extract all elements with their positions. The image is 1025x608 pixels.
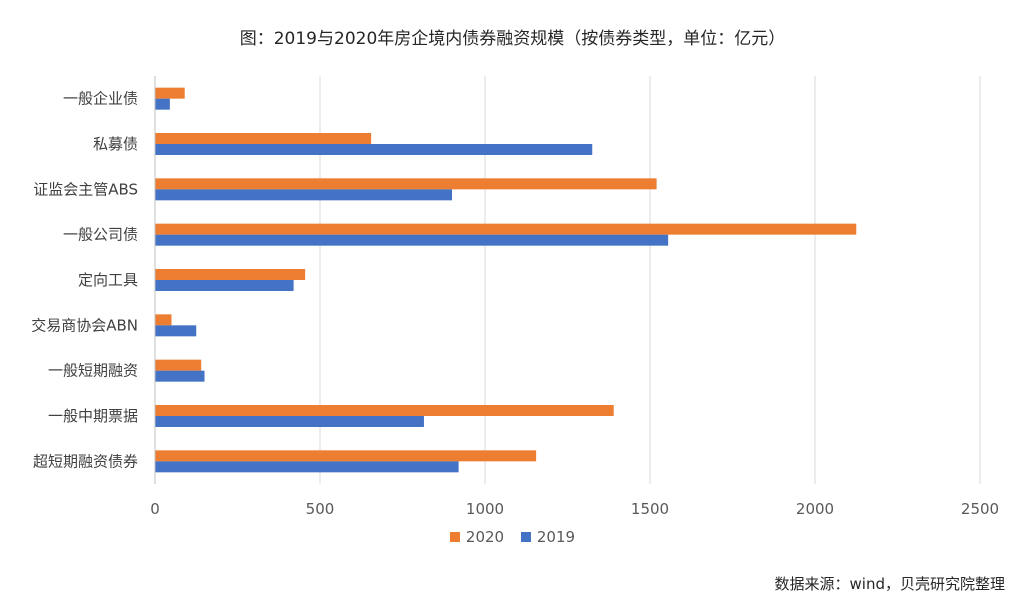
legend-label-2020: 2020: [465, 528, 505, 546]
bar-2020-3: [155, 223, 857, 235]
y-category-label-6: 一般短期融资: [48, 362, 138, 380]
x-tick-label-5: 2500: [961, 500, 999, 518]
bar-2020-5: [155, 314, 172, 326]
legend-swatch-2019: [520, 532, 531, 542]
bar-2020-8: [155, 450, 537, 462]
bar-2020-1: [155, 133, 372, 144]
bar-2019-8: [155, 461, 459, 473]
x-tick-label-0: 0: [150, 500, 160, 518]
bar-2020-7: [155, 405, 614, 416]
y-category-label-1: 私募债: [93, 135, 138, 153]
chart-title: 图：2019与2020年房企境内债券融资规模（按债券类型，单位：亿元）: [239, 29, 786, 49]
bar-2019-0: [155, 98, 170, 110]
y-category-label-0: 一般企业债: [63, 90, 138, 108]
bar-2019-6: [155, 370, 205, 382]
x-tick-label-2: 1000: [466, 500, 504, 518]
bar-2019-4: [155, 280, 294, 291]
bar-2019-7: [155, 416, 424, 427]
legend-label-2019: 2019: [536, 528, 576, 546]
bar-2020-6: [155, 359, 202, 371]
x-tick-label-3: 1500: [631, 500, 669, 518]
y-category-label-7: 一般中期票据: [48, 407, 138, 425]
legend-item-2020: 2020: [449, 528, 505, 546]
bar-2019-1: [155, 144, 593, 155]
legend-item-2019: 2019: [520, 528, 576, 546]
x-tick-label-1: 500: [306, 500, 335, 518]
y-category-label-8: 超短期融资债券: [33, 452, 138, 470]
bar-2019-3: [155, 234, 669, 246]
bar-2019-2: [155, 189, 452, 201]
bar-2020-2: [155, 178, 657, 190]
y-category-label-4: 定向工具: [78, 271, 138, 289]
bar-2020-0: [155, 87, 185, 99]
y-category-label-3: 一般公司债: [63, 226, 138, 244]
y-category-label-2: 证监会主管ABS: [33, 180, 138, 198]
x-tick-label-4: 2000: [796, 500, 834, 518]
bar-2019-5: [155, 325, 197, 337]
y-category-label-5: 交易商协会ABN: [31, 316, 138, 334]
source-note: 数据来源：wind，贝壳研究院整理: [774, 575, 1005, 593]
legend-swatch-2020: [449, 532, 460, 542]
chart-legend: 2020 2019: [0, 528, 1025, 546]
bar-2020-4: [155, 269, 306, 280]
